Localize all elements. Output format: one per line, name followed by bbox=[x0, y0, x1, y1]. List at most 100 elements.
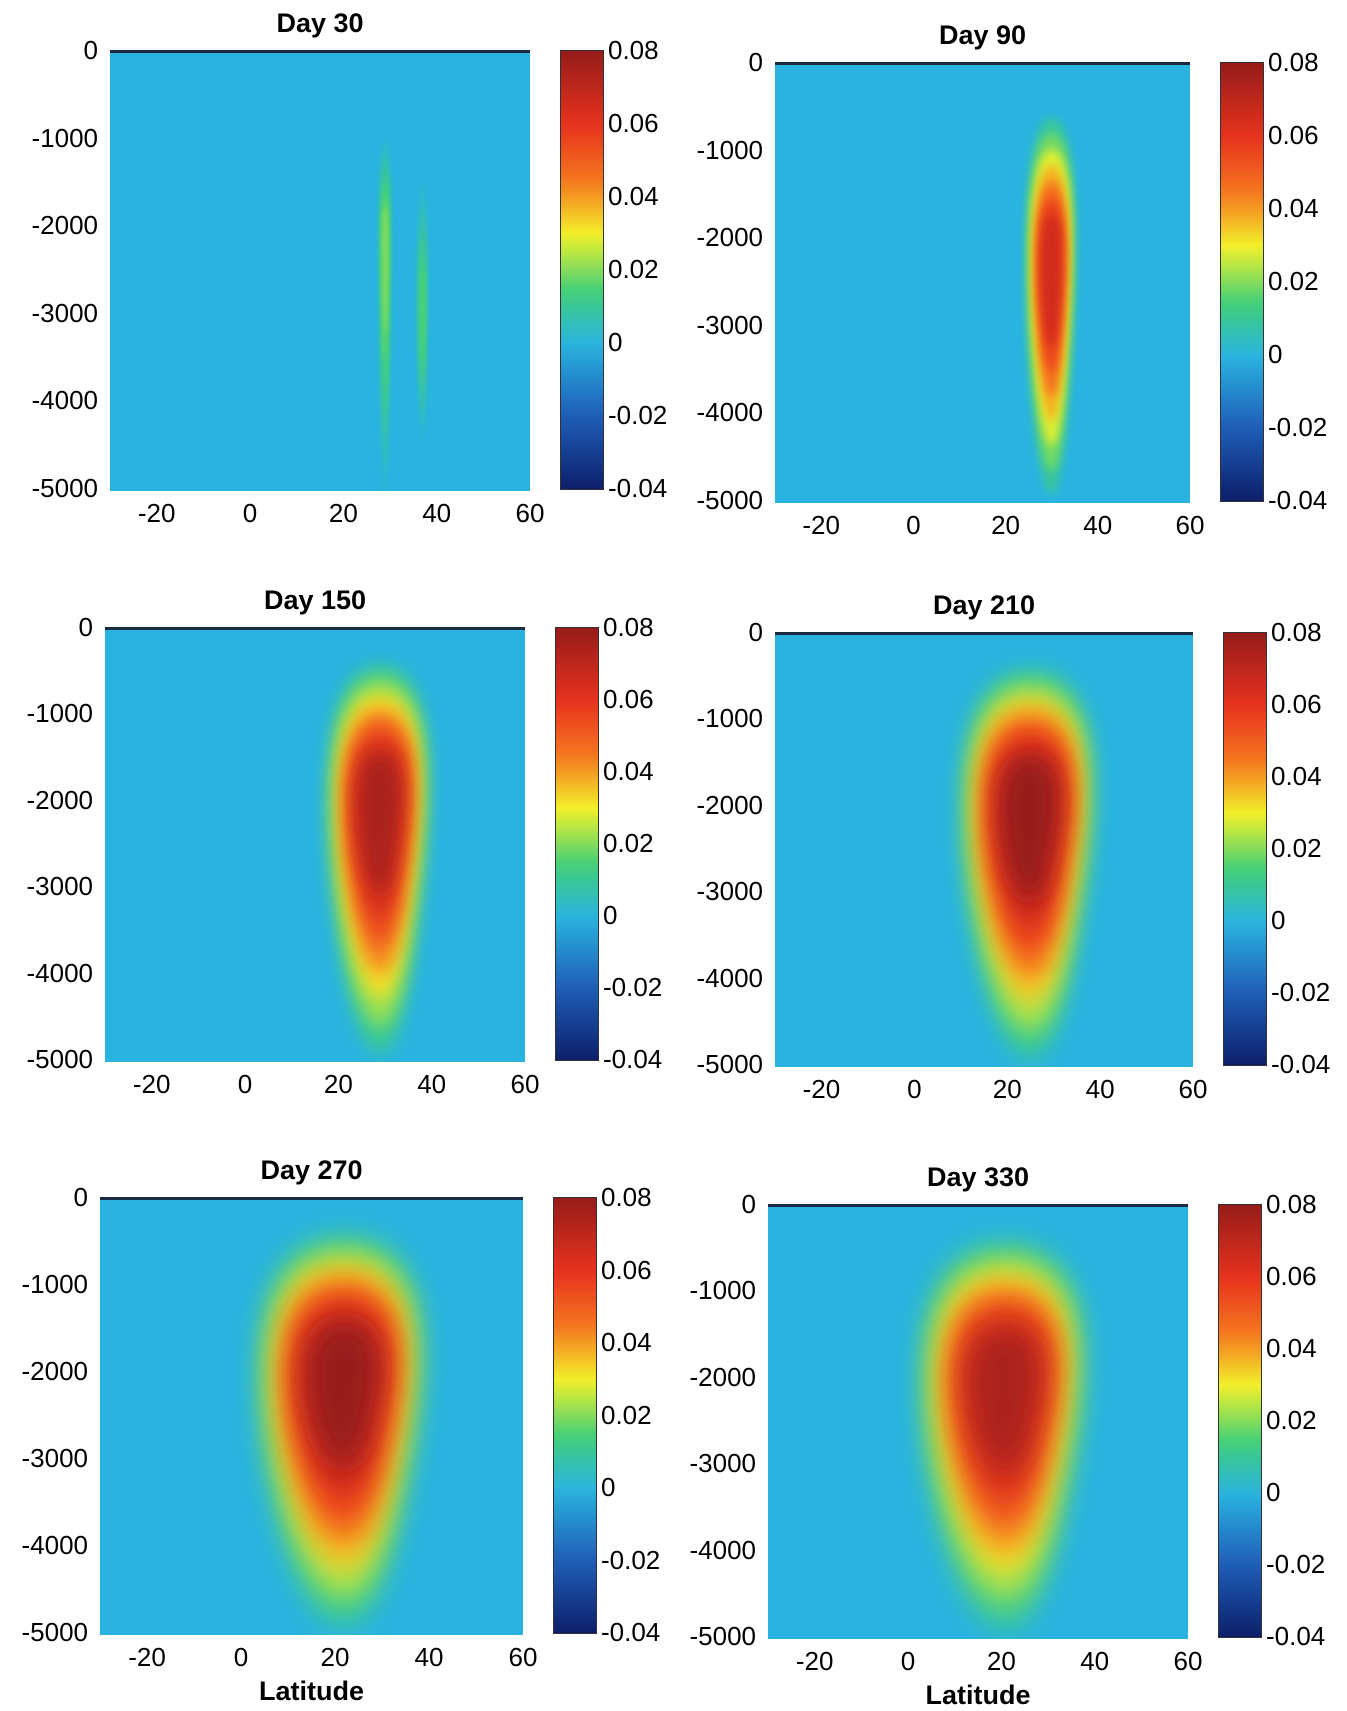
colorbar bbox=[1220, 62, 1264, 502]
heatmap-contour bbox=[1001, 758, 1057, 898]
x-axis-label: Latitude bbox=[259, 1676, 364, 1706]
colorbar-tick-label: 0.06 bbox=[1266, 1261, 1317, 1291]
colorbar-tick-label: -0.02 bbox=[601, 1544, 661, 1575]
heatmap-svg bbox=[920, 1241, 1083, 1631]
y-tick-label: -2000 bbox=[696, 222, 764, 253]
x-tick-label: 20 bbox=[328, 498, 358, 528]
y-tick-label: -1000 bbox=[31, 122, 99, 153]
colorbar-tick-label: 0.08 bbox=[601, 1182, 652, 1212]
x-tick-label: 40 bbox=[414, 1642, 444, 1672]
heatmap-contour bbox=[420, 268, 425, 360]
colorbar bbox=[1223, 632, 1267, 1066]
colorbar-tick-label: 0.08 bbox=[1268, 47, 1319, 77]
x-tick-label: 0 bbox=[900, 1646, 916, 1676]
y-tick-label: -3000 bbox=[696, 309, 764, 340]
x-tick-label: 60 bbox=[515, 498, 545, 528]
x-tick-label: 20 bbox=[323, 1069, 353, 1099]
colorbar-tick-label: 0.08 bbox=[1266, 1189, 1317, 1219]
colorbar-tick-label: 0 bbox=[608, 327, 623, 357]
y-tick-label: -4000 bbox=[21, 1530, 89, 1560]
y-tick-label: -5000 bbox=[26, 1044, 94, 1074]
x-tick-label: 20 bbox=[320, 1642, 350, 1672]
x-tick-label: 20 bbox=[986, 1646, 1016, 1676]
colorbar-tick-label: 0.08 bbox=[603, 612, 654, 642]
x-tick-label: -20 bbox=[802, 510, 840, 540]
heatmap-area bbox=[768, 1204, 1188, 1639]
colorbar-tick-label: 0 bbox=[1271, 905, 1286, 935]
x-tick-label: 20 bbox=[992, 1074, 1022, 1104]
colorbar-tick-label: 0.06 bbox=[601, 1254, 652, 1285]
y-tick-label: 0 bbox=[741, 1189, 756, 1219]
x-tick-label: 60 bbox=[1175, 510, 1205, 540]
x-tick-label: 60 bbox=[1178, 1074, 1208, 1104]
heatmap-svg bbox=[1025, 117, 1076, 495]
x-tick-label: -20 bbox=[137, 498, 176, 528]
y-tick-label: -5000 bbox=[696, 1049, 764, 1079]
heatmap-svg bbox=[258, 1234, 422, 1627]
colorbar-tick-label: -0.02 bbox=[1271, 977, 1331, 1007]
heatmap-area bbox=[100, 1197, 523, 1635]
y-tick-label: -3000 bbox=[21, 1443, 89, 1473]
y-tick-label: -3000 bbox=[689, 1448, 757, 1479]
chart-title: Day 90 bbox=[938, 20, 1027, 50]
colorbar-tick-label: 0.02 bbox=[603, 828, 654, 858]
colorbar bbox=[560, 50, 604, 490]
y-tick-label: -1000 bbox=[696, 134, 764, 165]
y-tick-label: 0 bbox=[83, 35, 98, 65]
heatmap-svg bbox=[327, 664, 429, 1054]
colorbar-tick-label: -0.04 bbox=[603, 1044, 663, 1074]
heatmap-contour bbox=[382, 208, 388, 334]
y-tick-label: -4000 bbox=[696, 962, 764, 993]
colorbar-tick-label: 0.08 bbox=[608, 35, 659, 65]
x-tick-label: 60 bbox=[510, 1069, 540, 1099]
x-tick-label: -20 bbox=[128, 1642, 166, 1672]
colorbar-tick-label: 0.02 bbox=[1268, 266, 1319, 296]
colorbar-tick-label: -0.02 bbox=[1268, 412, 1328, 442]
heatmap-svg bbox=[961, 669, 1093, 1059]
colorbar-tick-label: 0.04 bbox=[603, 756, 654, 786]
y-tick-label: -2000 bbox=[26, 784, 94, 815]
colorbar bbox=[1218, 1204, 1262, 1638]
colorbar-tick-label: -0.02 bbox=[608, 400, 668, 430]
colorbar-tick-label: 0.04 bbox=[1268, 193, 1319, 223]
x-tick-label: 60 bbox=[508, 1642, 538, 1672]
colorbar-tick-label: 0.04 bbox=[601, 1327, 652, 1357]
chart-title: Day 30 bbox=[276, 8, 364, 38]
chart-title: Day 150 bbox=[263, 585, 367, 615]
y-tick-label: -4000 bbox=[26, 957, 94, 988]
y-tick-label: -5000 bbox=[31, 473, 99, 503]
colorbar-tick-label: -0.02 bbox=[1266, 1549, 1326, 1579]
heatmap-contour bbox=[308, 1324, 377, 1465]
colorbar bbox=[553, 1197, 597, 1634]
colorbar-tick-label: 0.06 bbox=[603, 684, 654, 714]
x-tick-label: -20 bbox=[795, 1646, 834, 1676]
colorbar-tick-label: 0 bbox=[1268, 339, 1283, 369]
colorbar-tick-label: 0.02 bbox=[1266, 1405, 1317, 1435]
colorbar-tick-label: 0 bbox=[603, 900, 618, 930]
x-tick-label: -20 bbox=[802, 1074, 841, 1104]
x-tick-label: 0 bbox=[907, 1074, 922, 1104]
y-tick-label: -1000 bbox=[21, 1269, 89, 1299]
y-tick-label: -3000 bbox=[696, 876, 764, 907]
y-tick-label: -3000 bbox=[26, 871, 94, 902]
y-tick-label: -1000 bbox=[689, 1275, 757, 1306]
y-tick-label: -5000 bbox=[689, 1621, 757, 1651]
heatmap-contour bbox=[358, 753, 401, 893]
heatmap-contour bbox=[970, 1330, 1038, 1470]
y-tick-label: -1000 bbox=[696, 703, 764, 734]
y-tick-label: -1000 bbox=[26, 698, 94, 729]
colorbar-tick-label: 0 bbox=[601, 1472, 616, 1502]
y-tick-label: -4000 bbox=[31, 385, 99, 416]
colorbar-tick-label: -0.04 bbox=[1271, 1049, 1331, 1079]
heatmap-area bbox=[105, 627, 525, 1062]
colorbar-tick-label: 0.06 bbox=[1271, 689, 1322, 719]
heatmap-svg bbox=[378, 140, 428, 491]
x-tick-label: 0 bbox=[233, 1642, 249, 1672]
y-tick-label: 0 bbox=[73, 1182, 88, 1212]
x-tick-label: 40 bbox=[422, 498, 452, 528]
x-tick-label: 0 bbox=[237, 1069, 253, 1099]
x-tick-label: 40 bbox=[1080, 1646, 1110, 1676]
heatmap-area bbox=[775, 632, 1193, 1067]
colorbar-tick-label: 0.06 bbox=[608, 108, 659, 138]
colorbar-tick-label: 0.08 bbox=[1271, 617, 1322, 647]
